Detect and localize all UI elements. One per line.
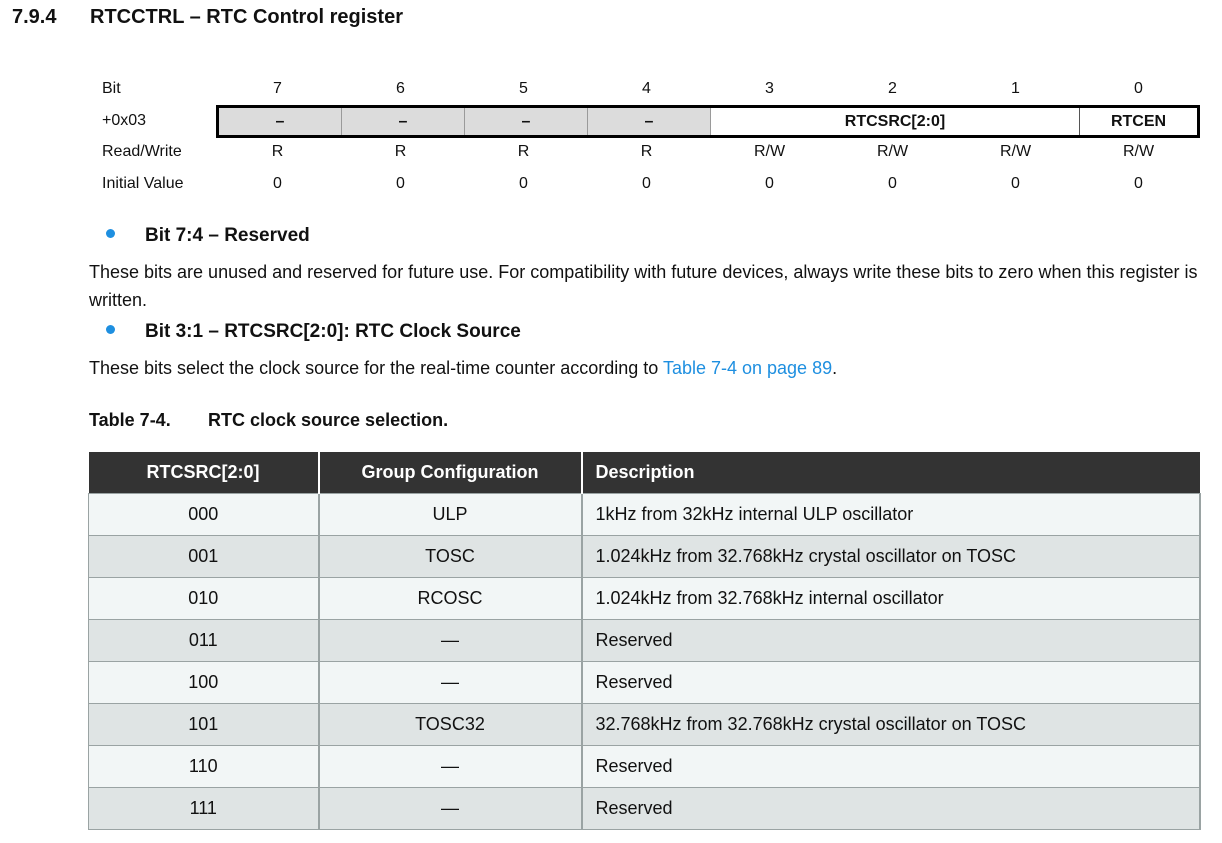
bit-number: 3: [765, 80, 774, 97]
rtcsrc-description-end: .: [832, 358, 838, 378]
rtcsrc-cell: 110: [88, 745, 320, 788]
rw-row-label: Read/Write: [102, 143, 182, 160]
description-cell: 1.024kHz from 32.768kHz crystal oscillat…: [581, 535, 1201, 578]
bit-number: 0: [1134, 80, 1143, 97]
rtcsrc-description: These bits select the clock source for t…: [89, 354, 1199, 382]
table-row: 110 — Reserved: [88, 745, 1201, 788]
group-config-cell: —: [318, 787, 583, 830]
rtcsrc-cell: 011: [88, 619, 320, 662]
bit-number: 6: [396, 80, 405, 97]
section-number: 7.9.4: [12, 6, 57, 28]
access-value: R: [517, 143, 530, 160]
access-value: R: [394, 143, 407, 160]
bullet-title: Bit 3:1 – RTCSRC[2:0]: RTC Clock Source: [145, 321, 521, 342]
access-value: R/W: [999, 143, 1032, 160]
bullet-rtcsrc: Bit 3:1 – RTCSRC[2:0]: RTC Clock Source: [106, 321, 521, 343]
table-caption-number: Table 7-4.: [89, 410, 171, 430]
bullet-title: Bit 7:4 – Reserved: [145, 225, 310, 246]
table-row: 011 — Reserved: [88, 619, 1201, 662]
description-cell: 1.024kHz from 32.768kHz internal oscilla…: [581, 577, 1201, 620]
reserved-description: These bits are unused and reserved for f…: [89, 262, 1198, 310]
table-row: 010 RCOSC 1.024kHz from 32.768kHz intern…: [88, 577, 1201, 620]
table-header-row: RTCSRC[2:0] Group Configuration Descript…: [88, 452, 1200, 494]
initial-value: 0: [273, 175, 282, 192]
bit-row-label: Bit: [102, 80, 121, 97]
table-row: 111 — Reserved: [88, 787, 1201, 830]
rtcsrc-cell: 101: [88, 703, 320, 746]
initial-value: 0: [519, 175, 528, 192]
access-value: R: [640, 143, 653, 160]
section-title: RTCCTRL – RTC Control register: [90, 6, 403, 28]
group-config-cell: —: [318, 661, 583, 704]
rtcen-field: RTCEN: [1080, 108, 1197, 135]
initial-value: 0: [1011, 175, 1020, 192]
bullet-reserved: Bit 7:4 – Reserved: [106, 225, 310, 247]
description-cell: Reserved: [581, 787, 1201, 830]
bit-number: 2: [888, 80, 897, 97]
rtcsrc-description-text: These bits select the clock source for t…: [89, 358, 663, 378]
reserved-field: –: [588, 108, 711, 135]
access-value: R/W: [1122, 143, 1155, 160]
reserved-field: –: [342, 108, 465, 135]
description-cell: Reserved: [581, 745, 1201, 788]
table-caption-title: RTC clock source selection.: [208, 410, 449, 430]
address-row-label: +0x03: [102, 112, 147, 129]
bullet-dot-icon: [106, 325, 115, 335]
reserved-field: –: [219, 108, 342, 135]
initial-value: 0: [765, 175, 774, 192]
clock-source-table: RTCSRC[2:0] Group Configuration Descript…: [88, 452, 1201, 830]
description-cell: Reserved: [581, 661, 1201, 704]
group-config-cell: TOSC32: [318, 703, 583, 746]
bit-number: 4: [642, 80, 651, 97]
section-heading: 7.9.4 RTCCTRL – RTC Control register: [12, 6, 403, 29]
initial-value: 0: [888, 175, 897, 192]
table-reference-link[interactable]: Table 7-4 on page 89: [662, 358, 833, 378]
reserved-field: –: [465, 108, 588, 135]
bit-number: 1: [1011, 80, 1020, 97]
bit-number: 7: [273, 80, 282, 97]
table-row: 001 TOSC 1.024kHz from 32.768kHz crystal…: [88, 535, 1201, 578]
column-header: Group Configuration: [318, 452, 583, 494]
table-caption: Table 7-4. RTC clock source selection.: [89, 410, 448, 431]
group-config-cell: —: [318, 619, 583, 662]
group-config-cell: TOSC: [318, 535, 583, 578]
group-config-cell: RCOSC: [318, 577, 583, 620]
initial-value: 0: [642, 175, 651, 192]
bit-number: 5: [519, 80, 528, 97]
rtcsrc-cell: 001: [88, 535, 320, 578]
description-cell: 1kHz from 32kHz internal ULP oscillator: [581, 493, 1201, 536]
access-value: R: [271, 143, 284, 160]
group-config-cell: —: [318, 745, 583, 788]
initial-row-label: Initial Value: [102, 175, 184, 192]
access-value: R/W: [753, 143, 786, 160]
table-row: 101 TOSC32 32.768kHz from 32.768kHz crys…: [88, 703, 1201, 746]
rtcsrc-field: RTCSRC[2:0]: [711, 108, 1080, 135]
rtcsrc-cell: 111: [88, 787, 320, 830]
access-value: R/W: [876, 143, 909, 160]
initial-value: 0: [396, 175, 405, 192]
group-config-cell: ULP: [318, 493, 583, 536]
rtcsrc-cell: 010: [88, 577, 320, 620]
register-fields: – – – – RTCSRC[2:0] RTCEN: [216, 105, 1200, 138]
bullet-dot-icon: [106, 229, 115, 239]
description-cell: Reserved: [581, 619, 1201, 662]
initial-value: 0: [1134, 175, 1143, 192]
column-header: RTCSRC[2:0]: [88, 452, 320, 494]
rtcsrc-cell: 000: [88, 493, 320, 536]
rtcsrc-cell: 100: [88, 661, 320, 704]
column-header: Description: [581, 452, 1200, 494]
table-row: 100 — Reserved: [88, 661, 1201, 704]
table-row: 000 ULP 1kHz from 32kHz internal ULP osc…: [88, 493, 1201, 536]
description-cell: 32.768kHz from 32.768kHz crystal oscilla…: [581, 703, 1201, 746]
